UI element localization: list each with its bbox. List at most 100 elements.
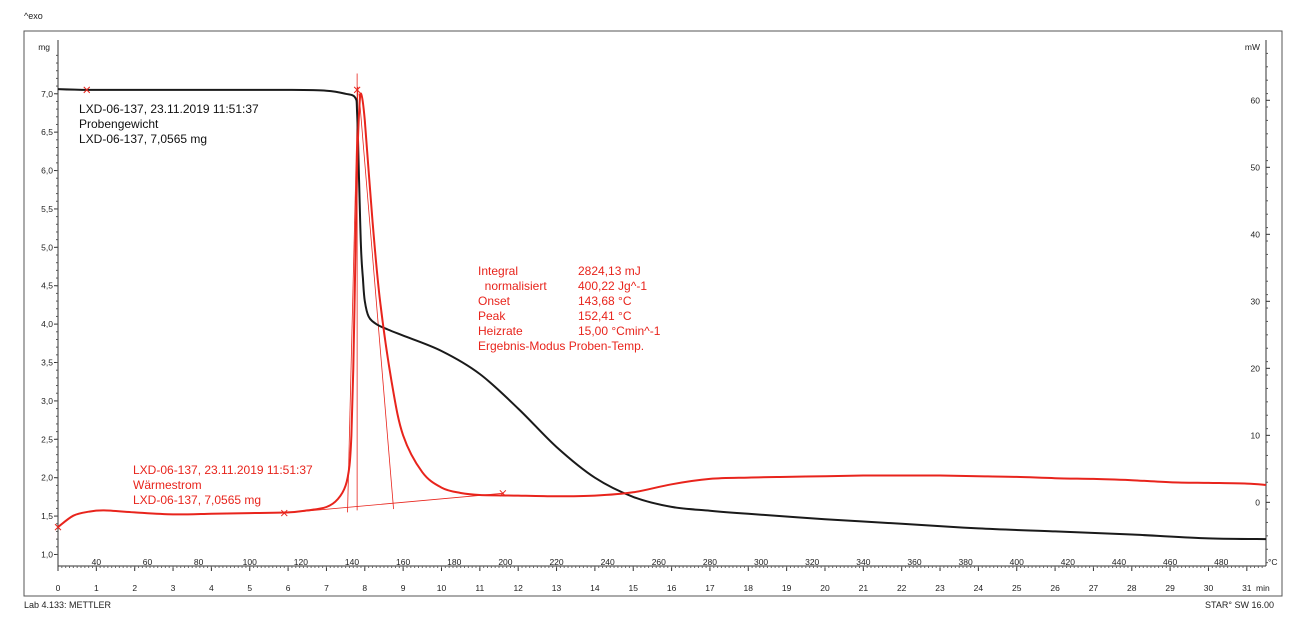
left-tick-label-7: 4,5	[41, 281, 53, 291]
left-tick-label-11: 6,5	[41, 127, 53, 137]
footer-left: Lab 4.133: METTLER	[24, 600, 112, 610]
right-tick-label-4: 40	[1251, 229, 1261, 239]
time-tick-label-20: 20	[820, 583, 830, 593]
weight-label-line-2: Probengewicht	[79, 117, 159, 131]
temp-tick-label-3: 100	[243, 557, 257, 567]
left-tick-label-6: 4,0	[41, 319, 53, 329]
left-tick-label-1: 1,5	[41, 511, 53, 521]
time-tick-label-30: 30	[1204, 583, 1214, 593]
time-tick-label-3: 3	[171, 583, 176, 593]
integration-end-marker-b	[499, 489, 507, 497]
time-tick-label-24: 24	[974, 583, 984, 593]
temp-tick-label-17: 380	[959, 557, 973, 567]
time-tick-label-14: 14	[590, 583, 600, 593]
left-tick-label-0: 1,0	[41, 549, 53, 559]
heatflow-start-marker-b	[54, 523, 62, 531]
right-tick-label-3: 30	[1251, 296, 1261, 306]
result-box: Integral 2824,13 mJ normalisiert 400,22 …	[478, 264, 661, 353]
heatflow-curve	[57, 92, 1267, 528]
markers	[54, 86, 507, 531]
left-tick-label-2: 2,0	[41, 473, 53, 483]
time-tick-label-1: 1	[94, 583, 99, 593]
right-tick-label-6: 60	[1251, 95, 1261, 105]
right-tick-label-0: 0	[1255, 497, 1260, 507]
time-tick-label-15: 15	[629, 583, 639, 593]
temp-tick-label-21: 460	[1163, 557, 1177, 567]
left-tick-label-8: 5,0	[41, 242, 53, 252]
temp-tick-label-12: 280	[703, 557, 717, 567]
weight-label-line-3: LXD-06-137, 7,0565 mg	[79, 132, 207, 146]
time-tick-label-28: 28	[1127, 583, 1137, 593]
footer-right: STAR° SW 16.00	[1205, 600, 1274, 610]
left-tick-label-12: 7,0	[41, 89, 53, 99]
left-tick-label-4: 3,0	[41, 396, 53, 406]
time-tick-label-4: 4	[209, 583, 214, 593]
temp-tick-label-10: 240	[601, 557, 615, 567]
time-tick-label-12: 12	[513, 583, 523, 593]
left-tick-label-3: 2,5	[41, 434, 53, 444]
result-value-integral: 2824,13 mJ	[578, 264, 641, 278]
time-tick-label-31: 31	[1242, 583, 1252, 593]
temp-tick-label-8: 200	[498, 557, 512, 567]
temp-tick-label-15: 340	[856, 557, 870, 567]
time-tick-label-23: 23	[935, 583, 945, 593]
left-tick-label-5: 3,5	[41, 358, 53, 368]
trailing-tangent-line	[358, 93, 394, 510]
time-tick-label-0: 0	[56, 583, 61, 593]
temp-tick-label-11: 260	[652, 557, 666, 567]
weight-end-marker	[353, 86, 361, 94]
heatflow-label-line-2: Wärmestrom	[133, 478, 202, 492]
construction-lines	[284, 73, 503, 514]
time-tick-label-26: 26	[1050, 583, 1060, 593]
time-tick-label-13: 13	[552, 583, 562, 593]
exo-label: ^exo	[24, 11, 43, 21]
result-label-onset: Onset	[478, 294, 511, 308]
temp-tick-label-7: 180	[447, 557, 461, 567]
temp-tick-label-22: 480	[1214, 557, 1228, 567]
temp-tick-label-1: 60	[143, 557, 153, 567]
time-tick-label-19: 19	[782, 583, 792, 593]
time-tick-label-27: 27	[1089, 583, 1099, 593]
time-tick-label-8: 8	[362, 583, 367, 593]
time-tick-label-29: 29	[1165, 583, 1175, 593]
weight-curve	[57, 88, 1267, 541]
weight-start-marker	[83, 86, 91, 94]
temp-tick-label-18: 400	[1010, 557, 1024, 567]
time-tick-label-2: 2	[132, 583, 137, 593]
time-tick-label-11: 11	[475, 583, 484, 593]
axes: mg 1,0 1,5 2,0 2,5 3,0 3,5 4,0 4,5 5,0 5,5 6,0 6,5 7,…	[38, 40, 1278, 593]
weight-end-marker-b	[353, 86, 361, 94]
time-tick-label-17: 17	[705, 583, 715, 593]
result-label-heizrate: Heizrate	[478, 324, 523, 338]
right-axis-unit: mW	[1245, 42, 1260, 52]
heatflow-start-marker	[54, 523, 62, 531]
temp-axis-unit: °C	[1268, 557, 1278, 567]
plot-frame	[23, 30, 1283, 597]
temp-tick-label-0: 40	[92, 557, 102, 567]
time-tick-label-6: 6	[286, 583, 291, 593]
time-tick-label-9: 9	[401, 583, 406, 593]
temp-tick-label-4: 120	[294, 557, 308, 567]
temp-tick-label-16: 360	[907, 557, 921, 567]
temp-tick-label-2: 80	[194, 557, 204, 567]
temp-tick-label-13: 300	[754, 557, 768, 567]
heatflow-label-line-1: LXD-06-137, 23.11.2019 11:51:37	[133, 463, 313, 477]
heatflow-label-line-3: LXD-06-137, 7,0565 mg	[133, 493, 261, 507]
integration-start-marker	[280, 509, 288, 517]
result-label-normalisiert: normalisiert	[478, 279, 547, 293]
result-value-onset: 143,68 °C	[578, 294, 632, 308]
time-tick-label-18: 18	[744, 583, 754, 593]
time-tick-label-22: 22	[897, 583, 907, 593]
integration-start-marker-b	[280, 509, 288, 517]
result-label-peak: Peak	[478, 309, 506, 323]
right-tick-label-5: 50	[1251, 162, 1261, 172]
temp-tick-label-20: 440	[1112, 557, 1126, 567]
temp-tick-label-14: 320	[805, 557, 819, 567]
heatflow-annotation: LXD-06-137, 23.11.2019 11:51:37 Wärmestr…	[133, 463, 313, 507]
time-tick-label-7: 7	[324, 583, 329, 593]
time-tick-label-5: 5	[247, 583, 252, 593]
result-value-peak: 152,41 °C	[578, 309, 632, 323]
right-tick-label-2: 20	[1251, 363, 1261, 373]
temp-tick-label-9: 220	[549, 557, 563, 567]
